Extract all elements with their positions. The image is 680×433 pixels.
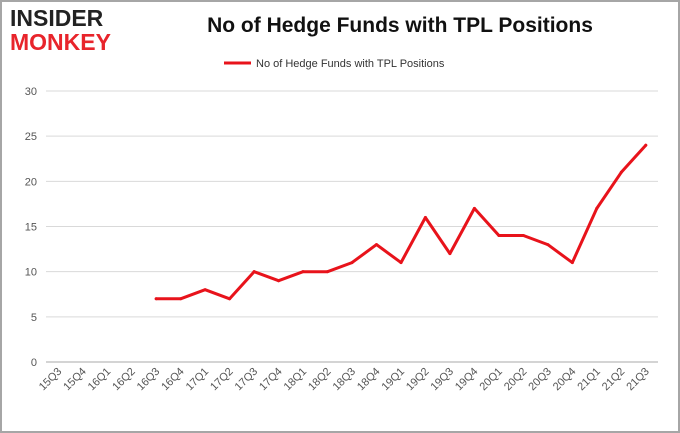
legend-label: No of Hedge Funds with TPL Positions [256,58,445,70]
x-tick-label: 17Q2 [208,366,236,394]
x-tick-label: 19Q3 [429,366,457,394]
x-tick-label: 18Q3 [331,366,359,394]
data-point [472,206,476,210]
x-tick-label: 19Q2 [404,366,432,394]
logo-text-top: INSIDER [10,5,104,31]
x-tick-label: 18Q4 [355,366,383,394]
y-tick-label: 10 [25,267,37,279]
x-tick-label: 20Q1 [477,366,505,394]
x-tick-label: 19Q4 [453,366,481,394]
data-point [301,270,305,274]
y-tick-label: 25 [25,131,37,143]
data-point [619,170,623,174]
data-point [203,288,207,292]
x-tick-label: 20Q2 [502,366,530,394]
y-tick-label: 5 [31,312,37,324]
x-tick-label: 21Q2 [600,366,628,394]
x-tick-label: 18Q1 [282,366,310,394]
x-tick-label: 21Q1 [575,366,603,394]
data-point [423,215,427,219]
x-tick-label: 17Q1 [184,366,212,394]
x-tick-label: 15Q3 [37,366,65,394]
x-tick-label: 16Q2 [110,366,138,394]
series-line [154,143,648,301]
data-point [179,297,183,301]
x-tick-label: 20Q4 [551,366,579,394]
x-tick-label: 15Q4 [61,366,89,394]
data-point [326,270,330,274]
data-point [521,234,525,238]
data-point [570,261,574,265]
x-tick-label: 16Q4 [159,366,187,394]
x-tick-label: 18Q2 [306,366,334,394]
data-point [546,243,550,247]
chart-title: No of Hedge Funds with TPL Positions [207,14,593,37]
data-point [228,297,232,301]
y-tick-label: 0 [31,357,37,369]
data-point [350,261,354,265]
data-point [277,279,281,283]
y-tick-label: 30 [25,86,37,98]
data-point [644,143,648,147]
data-point [399,261,403,265]
x-tick-label: 17Q4 [257,366,285,394]
x-tick-label: 19Q1 [380,366,408,394]
data-point [252,270,256,274]
logo-text-bottom: MONKEY [10,29,111,55]
data-point [448,252,452,256]
x-tick-label: 21Q3 [624,366,652,394]
y-tick-label: 20 [25,176,37,188]
y-tick-label: 15 [25,222,37,234]
insider-monkey-logo: INSIDER MONKEY [10,6,130,54]
x-tick-label: 16Q1 [86,366,114,394]
data-point [374,243,378,247]
x-tick-label: 16Q3 [135,366,163,394]
x-tick-label: 20Q3 [526,366,554,394]
data-point [595,206,599,210]
data-point [154,297,158,301]
x-tick-label: 17Q3 [233,366,261,394]
data-point [497,234,501,238]
